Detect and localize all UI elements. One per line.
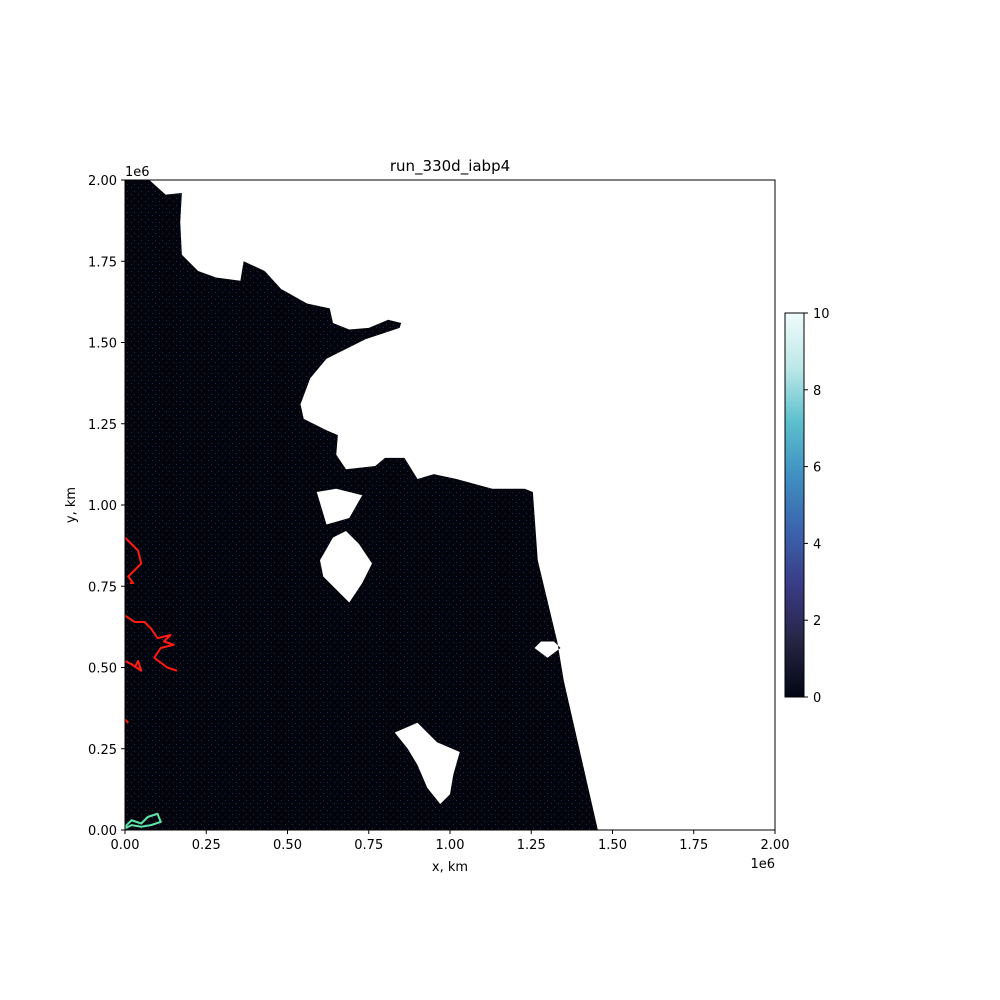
x-tick-label: 1.00 bbox=[436, 838, 465, 853]
y-tick-label: 1.50 bbox=[88, 337, 117, 352]
x-tick-label: 0.25 bbox=[192, 838, 221, 853]
y-axis-label: y, km bbox=[64, 487, 79, 523]
colorbar-tick-label: 8 bbox=[813, 384, 821, 399]
colorbar: 0 2 4 6 8 10 bbox=[784, 307, 830, 706]
x-tick-label: 0.75 bbox=[354, 838, 383, 853]
x-tick-label: 0.00 bbox=[111, 838, 140, 853]
y-tick-label: 0.00 bbox=[88, 824, 117, 839]
y-tick-label: 1.25 bbox=[88, 418, 117, 433]
colorbar-tick-label: 6 bbox=[813, 461, 821, 476]
colorbar-tick-label: 2 bbox=[813, 614, 821, 629]
trajectory-series-4 bbox=[125, 812, 162, 830]
y-tick-label: 2.00 bbox=[88, 174, 117, 189]
y-tick-label: 0.75 bbox=[88, 580, 117, 595]
trajectory-series-1 bbox=[125, 614, 178, 672]
x-axis-label: x, km bbox=[432, 860, 468, 875]
y-tick-label: 1.75 bbox=[88, 255, 117, 270]
trajectory-series-2 bbox=[125, 660, 143, 672]
y-offset-text: 1e6 bbox=[125, 165, 150, 180]
trajectory-series-0 bbox=[125, 536, 143, 584]
colorbar-tick-label: 0 bbox=[813, 691, 821, 706]
x-tick-label: 2.00 bbox=[761, 838, 790, 853]
x-offset-text: 1e6 bbox=[750, 857, 775, 872]
ice-field bbox=[125, 180, 598, 830]
x-tick-label: 0.50 bbox=[273, 838, 302, 853]
x-tick-label: 1.25 bbox=[517, 838, 546, 853]
chart-title: run_330d_iabp4 bbox=[390, 157, 510, 176]
plot-area: 0.00 0.25 0.50 0.75 1.00 1.25 1.50 1.75 2.00 0.00… bbox=[88, 174, 789, 853]
colorbar-gradient bbox=[784, 312, 805, 698]
x-tick-label: 1.75 bbox=[679, 838, 708, 853]
trajectory-series-3 bbox=[125, 718, 129, 724]
y-tick-label: 1.00 bbox=[88, 499, 117, 514]
colorbar-tick-label: 4 bbox=[813, 537, 821, 552]
x-tick-label: 1.50 bbox=[598, 838, 627, 853]
y-tick-label: 0.50 bbox=[88, 662, 117, 677]
y-tick-label: 0.25 bbox=[88, 743, 117, 758]
colorbar-tick-label: 10 bbox=[813, 307, 830, 322]
